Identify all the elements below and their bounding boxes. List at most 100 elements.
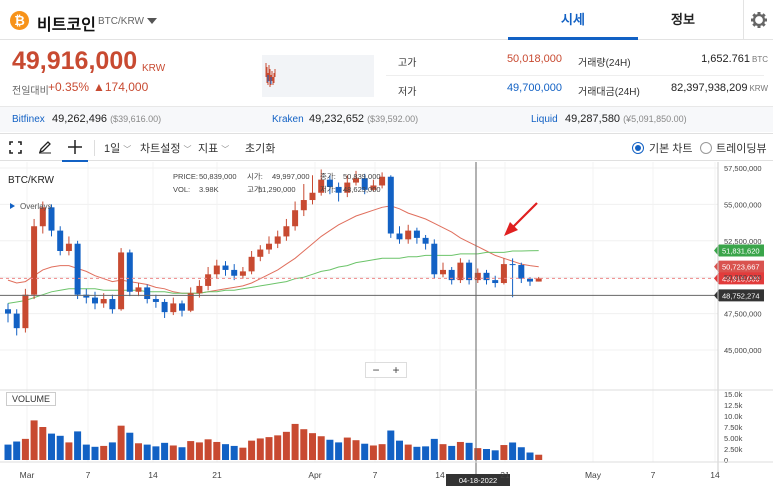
interval-select[interactable]: 1일 ﹀ — [104, 140, 131, 156]
volume-bars — [4, 420, 543, 460]
candle-body — [144, 287, 151, 300]
candlestick-chart[interactable]: 15.0k 12.5k 10.0k 7.50k 5.00k 2.50k 0 51,831,6… — [0, 162, 773, 488]
price-tag — [714, 244, 764, 257]
time-tick-label: 7 — [373, 470, 378, 480]
fullscreen-icon[interactable] — [9, 141, 22, 154]
exchange-liquid-name[interactable]: Liquid — [531, 114, 558, 125]
chart-settings-menu[interactable]: 차트설정 ﹀ — [140, 140, 191, 156]
volume-label: 거래량(24H) — [578, 58, 631, 69]
volume-bar — [82, 444, 90, 460]
volume-bar — [456, 441, 464, 460]
exchange-bitfinex-name[interactable]: Bitfinex — [12, 114, 45, 125]
candle-body — [431, 243, 438, 275]
candle-body — [57, 230, 64, 251]
overlays-triangle-icon[interactable] — [10, 203, 15, 209]
candle-body — [379, 176, 386, 186]
price-tag-label: 49,916,000 — [722, 274, 760, 283]
overlays-label[interactable]: Overlays — [20, 202, 52, 211]
tradingview-label[interactable]: 트레이딩뷰 — [716, 143, 767, 155]
volume-bar — [483, 449, 490, 460]
exchange-price-value: 49,287,580 — [565, 113, 621, 125]
exchange-liquid-price: 49,287,580 (¥5,091,850.00) — [565, 113, 687, 125]
candle-body — [318, 179, 325, 193]
basic-chart-label[interactable]: 기본 차트 — [649, 143, 693, 155]
toolbar-divider — [94, 140, 95, 156]
price-chart[interactable]: 15.0k 12.5k 10.0k 7.50k 5.00k 2.50k 0 51,831,6… — [0, 162, 773, 488]
candle-body — [387, 176, 394, 234]
draw-pencil-icon[interactable] — [38, 140, 52, 154]
price-axis: 57,500,000 55,000,000 52,500,000 50,000,000… — [0, 162, 773, 472]
time-tick-label: May — [585, 470, 602, 480]
candle-body — [266, 243, 272, 250]
candle-body — [100, 299, 107, 304]
indicators-menu[interactable]: 지표 ﹀ — [198, 140, 229, 156]
crosshair-tool[interactable] — [62, 134, 88, 162]
legend-vol-label: VOL: — [173, 185, 190, 194]
candle-body — [474, 272, 481, 281]
volume-unit: BTC — [752, 55, 768, 64]
legend-low: 48,623,000 — [343, 185, 381, 194]
price-tag — [714, 260, 764, 273]
candle-body — [152, 299, 159, 302]
chart-settings-label: 차트설정 — [140, 143, 181, 155]
volume-bar — [343, 437, 351, 460]
volume-tick-label: 5.00k — [724, 434, 743, 443]
tab-info[interactable]: 정보 — [671, 12, 695, 27]
header: ₿ 비트코인 BTC/KRW 시세 정보 — [0, 0, 773, 40]
volume-bar — [30, 420, 38, 460]
zoom-out-button[interactable]: − — [372, 363, 380, 377]
candle-body — [309, 192, 316, 201]
tradingview-radio[interactable] — [700, 142, 712, 154]
exchange-price-value: 49,232,652 — [309, 113, 365, 125]
mini-chart — [262, 55, 374, 97]
volume-bar — [439, 444, 447, 460]
volume-value: 1,652.761 BTC — [640, 53, 768, 65]
volume-bar — [126, 432, 134, 460]
coin-select-caret-icon[interactable] — [147, 18, 157, 24]
volume-bar — [422, 446, 430, 460]
candle-body — [300, 200, 307, 211]
settings-button[interactable] — [743, 0, 773, 40]
basic-chart-radio[interactable] — [632, 142, 644, 154]
candle-body — [283, 226, 290, 237]
change-percent: +0.35% — [48, 80, 90, 94]
candle-body — [292, 210, 299, 227]
volume-bar — [56, 435, 64, 460]
volume-bar — [396, 440, 403, 460]
indicators-label: 지표 — [198, 143, 219, 155]
price-tick-label: 50,000,000 — [724, 273, 762, 282]
volume-bar — [100, 445, 108, 460]
time-tick-label: 21 — [212, 470, 222, 480]
amount-label: 거래대금(24H) — [578, 87, 640, 98]
volume-bar — [378, 444, 386, 460]
amount-unit: KRW — [749, 84, 768, 93]
price-tick-label: 57,500,000 — [724, 164, 762, 173]
amount-number: 82,397,938,209 — [671, 82, 748, 94]
chevron-down-icon: ﹀ — [183, 145, 192, 154]
volume-bar — [509, 442, 517, 460]
volume-bar — [187, 441, 195, 460]
stat-divider — [386, 75, 764, 76]
candle-body — [74, 243, 81, 295]
legend-price-label: PRICE: — [173, 172, 198, 181]
legend-high: 51,290,000 — [258, 185, 296, 194]
tab-quote[interactable]: 시세 — [508, 0, 638, 40]
volume-number: 1,652.761 — [701, 53, 750, 65]
candle-body — [239, 271, 246, 276]
exchange-kraken-name[interactable]: Kraken — [272, 114, 304, 125]
interval-label: 1일 — [104, 143, 121, 155]
zoom-in-button[interactable]: + — [392, 363, 400, 377]
volume-bar — [369, 445, 377, 460]
candle-body — [457, 262, 464, 281]
volume-bar — [161, 442, 169, 460]
time-axis: Mar 7 14 21 Apr 7 14 21 May 7 14 — [0, 461, 773, 480]
reset-button[interactable]: 초기화 — [245, 143, 276, 155]
moving-averages — [7, 205, 539, 304]
time-tick-label: 7 — [86, 470, 91, 480]
chevron-down-icon: ﹀ — [123, 145, 132, 154]
volume-bar — [265, 437, 273, 460]
change-amount: ▲174,000 — [93, 80, 149, 94]
candle-body — [422, 237, 429, 244]
high-label: 고가 — [398, 58, 417, 69]
volume-bar — [491, 450, 499, 460]
